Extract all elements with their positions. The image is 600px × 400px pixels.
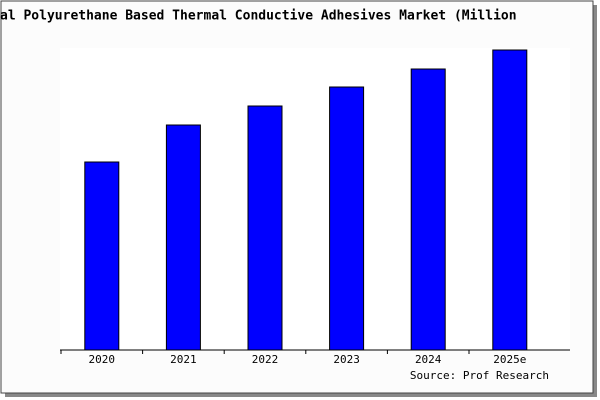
- chart-title: al Polyurethane Based Thermal Conductive…: [0, 9, 517, 24]
- x-tick-label: 2021: [170, 353, 197, 366]
- bar: [84, 161, 120, 351]
- x-tick-label: 2023: [333, 353, 360, 366]
- bar: [247, 105, 283, 351]
- x-tick-label: 2025e: [493, 353, 526, 366]
- x-tick-label: 2020: [89, 353, 116, 366]
- bar: [410, 68, 446, 351]
- x-tick-label: 2022: [252, 353, 279, 366]
- x-tick-label: 2024: [415, 353, 442, 366]
- bar: [165, 124, 201, 351]
- plot-area: [60, 48, 570, 350]
- bar: [329, 86, 365, 351]
- bar: [492, 49, 528, 351]
- source: Source: Prof Research: [410, 369, 549, 382]
